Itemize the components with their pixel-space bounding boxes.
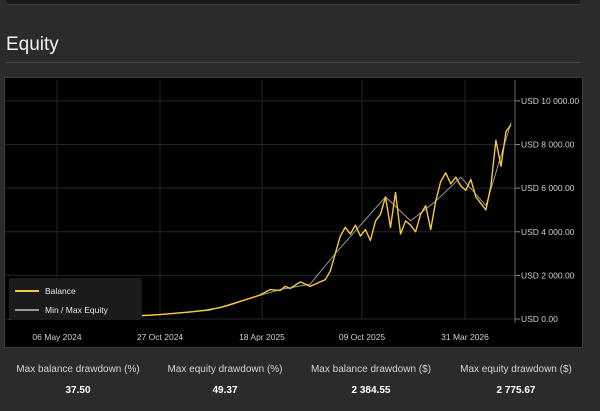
x-tick-label: 09 Oct 2025: [339, 332, 386, 342]
stat-value: 37.50: [65, 385, 91, 396]
stat-label: Max equity drawdown (%): [167, 364, 283, 375]
top-card-edge: [6, 0, 580, 5]
balance-series-line: [8, 124, 512, 320]
stat-label: Max balance drawdown (%): [16, 364, 140, 375]
y-tick-label: USD 10 000.00: [521, 96, 579, 106]
y-tick-label: USD 6 000.00: [521, 183, 575, 193]
stat-value: 49.37: [212, 385, 238, 396]
section-divider: [6, 62, 580, 63]
stat-value: 2 384.55: [351, 385, 391, 396]
stat-max-equity-drawdown-pct: Max equity drawdown (%) 49.37: [150, 364, 300, 396]
stat-max-equity-drawdown-usd: Max equity drawdown ($) 2 775.67: [441, 364, 591, 396]
x-tick-label: 31 Mar 2026: [441, 332, 489, 342]
legend-item-balance[interactable]: Balance: [9, 284, 76, 298]
y-tick-label: USD 0.00: [521, 314, 558, 324]
drawdown-stats: Max balance drawdown (%) 37.50 Max equit…: [0, 364, 600, 404]
legend-label-balance: Balance: [45, 286, 76, 296]
chart-legend: Balance Min / Max Equity: [9, 278, 142, 320]
stat-max-balance-drawdown-usd: Max balance drawdown ($) 2 384.55: [296, 364, 446, 396]
legend-item-minmax[interactable]: Min / Max Equity: [9, 303, 108, 317]
stat-max-balance-drawdown-pct: Max balance drawdown (%) 37.50: [3, 364, 153, 396]
section-title: Equity: [6, 34, 59, 55]
balance-swatch-icon: [15, 290, 39, 292]
x-tick-label: 27 Oct 2024: [137, 332, 184, 342]
y-tick-label: USD 8 000.00: [521, 140, 575, 150]
stat-label: Max equity drawdown ($): [460, 364, 572, 375]
y-tick-label: USD 2 000.00: [521, 270, 575, 280]
equity-swatch-icon: [15, 309, 39, 311]
x-tick-label: 06 May 2024: [32, 332, 81, 342]
x-tick-label: 18 Apr 2025: [239, 332, 285, 342]
stat-value: 2 775.67: [496, 385, 536, 396]
legend-label-minmax: Min / Max Equity: [45, 305, 108, 315]
y-tick-label: USD 4 000.00: [521, 227, 575, 237]
stat-label: Max balance drawdown ($): [310, 364, 432, 375]
